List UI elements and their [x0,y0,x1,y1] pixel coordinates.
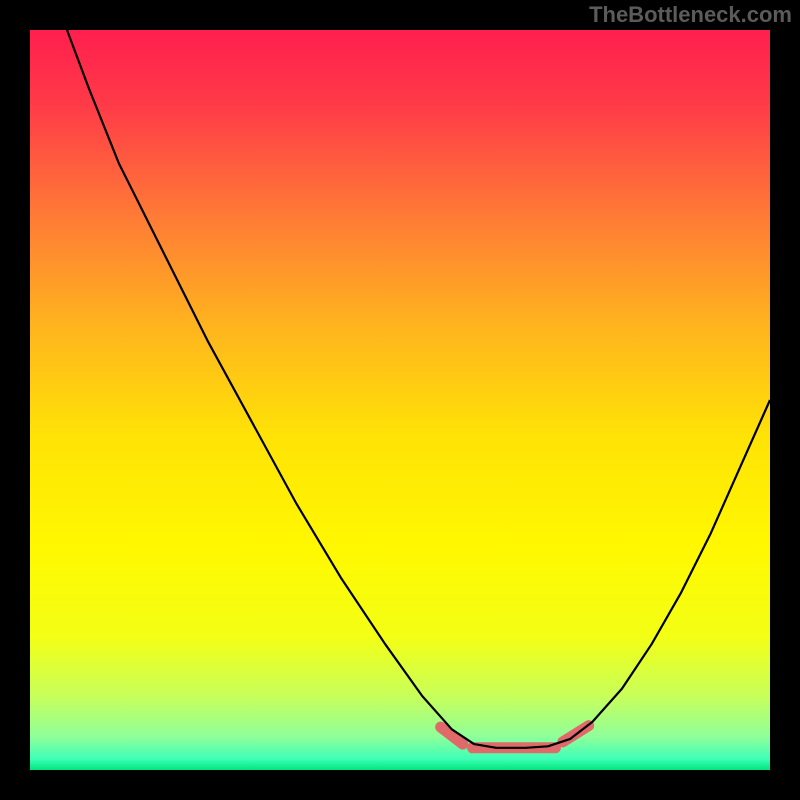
chart-frame: TheBottleneck.com [0,0,800,800]
watermark-label: TheBottleneck.com [589,2,792,28]
plot-background [30,30,770,770]
